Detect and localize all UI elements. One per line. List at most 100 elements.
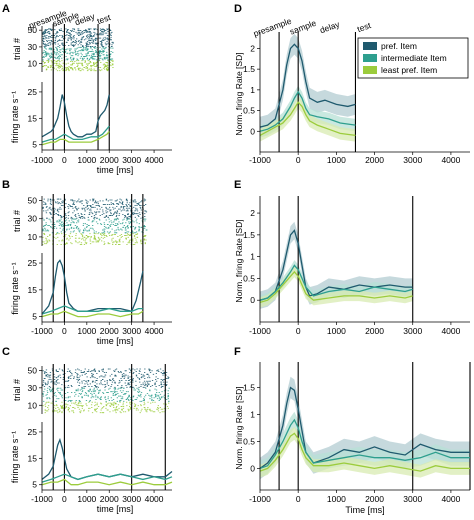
raster-spike — [101, 46, 103, 47]
raster-spike — [112, 237, 114, 239]
raster-spike — [77, 405, 79, 407]
raster-spike — [140, 396, 142, 398]
raster-spike — [58, 29, 61, 31]
raster-spike — [42, 59, 44, 61]
raster-spike — [95, 241, 97, 243]
raster-spike — [56, 201, 59, 203]
raster-spike — [155, 380, 158, 382]
raster-spike — [44, 228, 47, 230]
raster-spike — [100, 62, 102, 63]
raster-spike — [77, 242, 79, 244]
raster-spike — [51, 391, 54, 393]
raster-spike — [151, 370, 153, 372]
raster-spike — [56, 233, 58, 235]
raster-spike — [139, 400, 141, 402]
raster-spike — [61, 57, 63, 59]
raster-spike — [105, 30, 107, 31]
raster-spike — [63, 236, 65, 237]
raster-spike — [112, 378, 114, 379]
raster-spike — [77, 213, 79, 215]
raster-spike — [72, 57, 74, 59]
raster-spike — [70, 224, 72, 225]
raster-spike — [122, 407, 125, 409]
raster-spike — [65, 216, 67, 218]
raster-spike — [60, 65, 63, 67]
raster-spike — [42, 381, 45, 383]
raster-spike — [136, 407, 138, 409]
raster-spike — [121, 375, 124, 377]
raster-spike — [46, 206, 48, 207]
raster-spike — [56, 410, 58, 412]
raster-spike — [111, 400, 113, 401]
raster-spike — [86, 67, 89, 69]
series-line-2 — [41, 305, 143, 315]
raster-spike — [107, 368, 110, 370]
raster-spike — [114, 225, 117, 226]
raster-spike — [42, 37, 45, 39]
raster-spike — [45, 52, 47, 54]
raster-spike — [91, 49, 93, 51]
raster-spike — [86, 47, 88, 49]
raster-spike — [42, 206, 44, 208]
raster-spike — [118, 372, 120, 373]
raster-spike — [97, 240, 100, 242]
raster-spike — [71, 400, 73, 401]
raster-spike — [106, 43, 108, 45]
raster-spike — [106, 392, 108, 393]
x-axis-label: time [ms] — [97, 336, 134, 346]
raster-spike — [106, 409, 108, 411]
raster-spike — [76, 377, 79, 379]
raster-spike — [141, 220, 143, 222]
raster-spike — [60, 30, 63, 31]
raster-spike — [79, 33, 81, 35]
raster-spike — [109, 231, 111, 233]
raster-spike — [118, 239, 120, 241]
raster-spike — [109, 405, 111, 407]
raster-spike — [112, 393, 114, 394]
raster-spike — [100, 43, 102, 45]
raster-spike — [109, 43, 111, 45]
raster-spike — [76, 379, 78, 380]
raster-spike — [140, 386, 142, 387]
raster-spike — [103, 30, 106, 31]
raster-spike — [107, 398, 109, 400]
raster-spike — [103, 54, 105, 56]
raster-spike — [63, 226, 65, 227]
raster-spike — [125, 210, 128, 212]
raster-spike — [98, 376, 101, 378]
raster-spike — [96, 407, 98, 409]
raster-spike — [42, 229, 44, 231]
raster-spike — [65, 63, 67, 65]
raster-spike — [168, 377, 170, 379]
raster-spike — [53, 373, 55, 375]
raster-spike — [158, 385, 160, 386]
raster-spike — [127, 383, 129, 385]
raster-spike — [42, 405, 44, 407]
raster-spike — [79, 70, 81, 72]
raster-spike — [79, 31, 81, 33]
raster-spike — [47, 67, 49, 68]
raster-spike — [68, 70, 70, 72]
raster-spike — [73, 376, 75, 378]
raster-y-tick-label: 30 — [28, 383, 38, 393]
raster-spike — [56, 221, 58, 223]
raster-spike — [136, 210, 139, 212]
raster-spike — [121, 380, 123, 381]
raster-spike — [60, 198, 62, 200]
raster-spike — [83, 229, 85, 231]
raster-spike — [126, 401, 128, 403]
raster-spike — [132, 212, 134, 214]
raster-spike — [61, 406, 63, 407]
raster-spike — [114, 408, 117, 410]
raster-spike — [79, 201, 81, 203]
raster-spike — [126, 231, 128, 233]
raster-spike — [65, 406, 67, 407]
raster-spike — [70, 226, 73, 228]
raster-spike — [85, 237, 88, 239]
raster-spike — [105, 65, 107, 67]
raster-spike — [66, 68, 68, 70]
raster-spike — [133, 387, 135, 389]
raster-spike — [110, 380, 112, 381]
raster-spike — [46, 401, 48, 403]
